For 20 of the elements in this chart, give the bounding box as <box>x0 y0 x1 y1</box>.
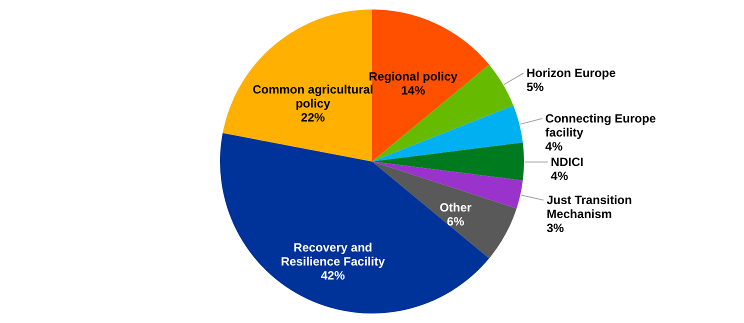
data-label: 3% <box>546 221 564 236</box>
pie-slice <box>372 142 524 181</box>
slice-label: Common agricultural policy <box>252 82 374 110</box>
data-label: 14% <box>401 84 426 98</box>
data-label: 4% <box>550 169 568 183</box>
slice-label: Just Transition Mechanism <box>546 193 632 222</box>
data-label: 22% <box>300 110 326 124</box>
pie-slice <box>372 162 517 258</box>
slice-label: Other <box>440 200 472 214</box>
pie-slice <box>220 133 490 314</box>
slice-label: Recovery and Resilience Facility <box>280 240 386 268</box>
data-label: 5% <box>526 80 544 94</box>
slice-label: Connecting Europe facility <box>545 112 656 140</box>
data-label: 42% <box>320 268 346 282</box>
data-label: 4% <box>545 140 563 154</box>
slice-label: NDICI <box>550 155 584 169</box>
data-label: 6% <box>446 214 465 228</box>
pie-slice <box>372 106 523 162</box>
slice-label: Regional policy <box>368 70 458 84</box>
slice-label: Horizon Europe <box>526 66 616 80</box>
